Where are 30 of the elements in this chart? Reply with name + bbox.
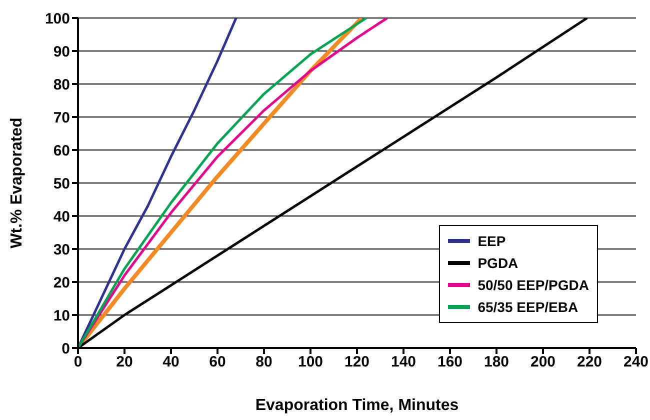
y-tick-label: 10 (53, 307, 70, 324)
y-tick-label: 100 (44, 10, 70, 28)
y-tick-label: 40 (53, 208, 70, 226)
y-tick-label: 30 (53, 241, 70, 258)
y-tick-label: 50 (53, 175, 70, 192)
y-tick-label: 20 (53, 274, 70, 292)
x-tick-label: 20 (116, 354, 133, 371)
x-tick-label: 120 (344, 354, 370, 371)
x-tick-label: 240 (623, 354, 649, 371)
y-tick-label: 80 (53, 76, 70, 94)
x-tick-label: 40 (162, 354, 180, 371)
y-tick-label: 60 (53, 142, 70, 160)
y-tick-label: 0 (62, 340, 70, 358)
x-tick-label: 140 (390, 354, 416, 371)
x-tick-label: 160 (437, 354, 463, 371)
x-tick-label: 180 (484, 354, 510, 371)
legend-label: EEP (478, 232, 506, 251)
legend-label: PGDA (478, 254, 518, 273)
x-tick-label: 60 (209, 354, 226, 371)
x-tick-label: 100 (298, 354, 324, 371)
legend-label: 65/35 EEP/EBA (478, 298, 578, 317)
legend-label: 50/50 EEP/PGDA (478, 276, 589, 295)
x-tick-label: 200 (530, 354, 556, 371)
y-axis-title: Wt.% Evaporated (8, 118, 26, 248)
y-tick-label: 70 (53, 109, 70, 126)
y-tick-label: 90 (53, 43, 70, 60)
x-tick-label: 220 (576, 354, 602, 371)
x-tick-label: 0 (74, 354, 82, 371)
x-axis-title: Evaporation Time, Minutes (255, 397, 459, 414)
x-tick-label: 80 (256, 354, 272, 371)
